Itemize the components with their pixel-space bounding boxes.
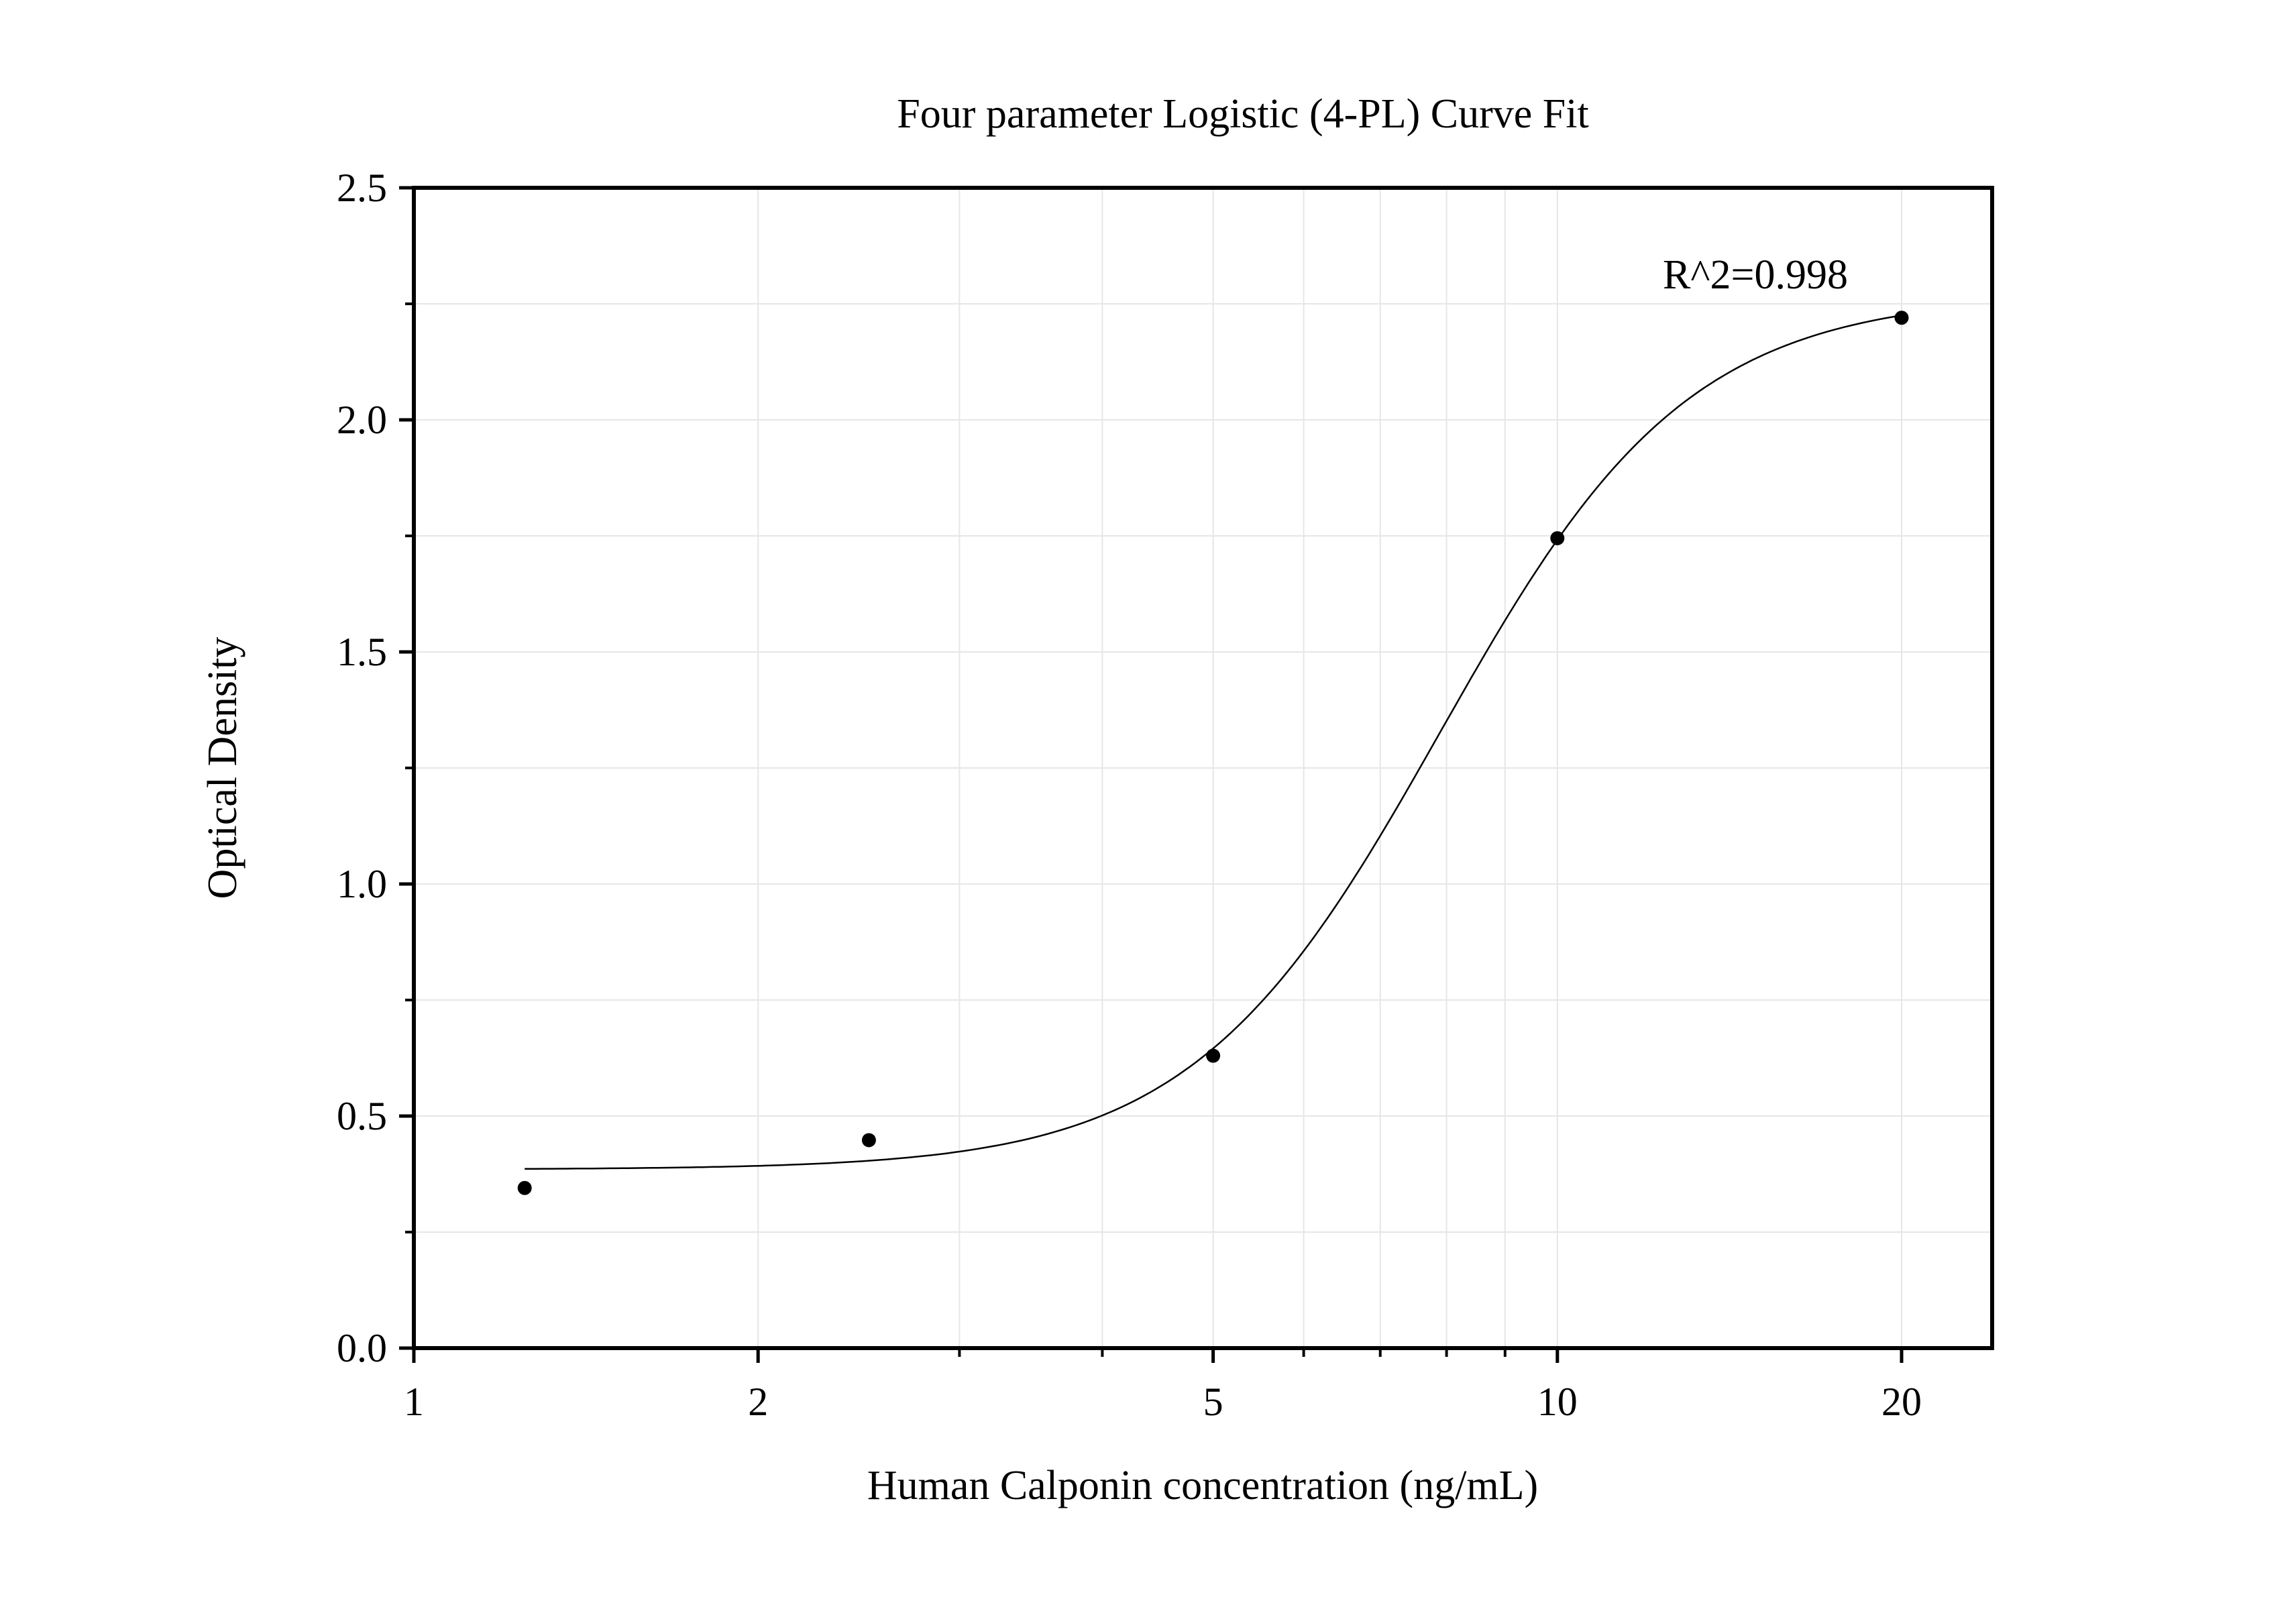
y-tick-label: 2.0 [337, 398, 387, 442]
data-point [1206, 1048, 1221, 1063]
axis-ticks [399, 186, 1904, 1363]
x-tick-label: 5 [1203, 1380, 1223, 1424]
x-tick-label: 1 [404, 1380, 424, 1424]
data-point [861, 1133, 876, 1148]
y-tick-label: 0.5 [337, 1094, 387, 1138]
tick-labels: 1 2 5 10 20 0.0 0.5 1.0 1.5 2.0 2.5 [337, 166, 1922, 1424]
x-tick-label: 10 [1537, 1380, 1578, 1424]
data-point [517, 1180, 532, 1195]
y-axis-label: Optical Density [200, 637, 245, 899]
data-point [1550, 531, 1565, 545]
r-squared-annotation: R^2=0.998 [1663, 252, 1848, 298]
x-axis-label: Human Calponin concentration (ng/mL) [867, 1463, 1538, 1508]
fit-curve-layer [525, 314, 1902, 1170]
x-tick-label: 20 [1881, 1380, 1922, 1424]
grid-lines [414, 188, 1992, 1348]
fit-curve [525, 314, 1902, 1170]
x-tick-label: 2 [748, 1380, 768, 1424]
y-tick-label: 2.5 [337, 166, 387, 210]
chart-title: Four parameter Logistic (4-PL) Curve Fit [897, 91, 1588, 137]
data-points [517, 311, 1909, 1195]
y-tick-label: 1.0 [337, 862, 387, 906]
data-point [1894, 311, 1909, 325]
y-tick-label: 1.5 [337, 630, 387, 674]
y-tick-label: 0.0 [337, 1326, 387, 1370]
